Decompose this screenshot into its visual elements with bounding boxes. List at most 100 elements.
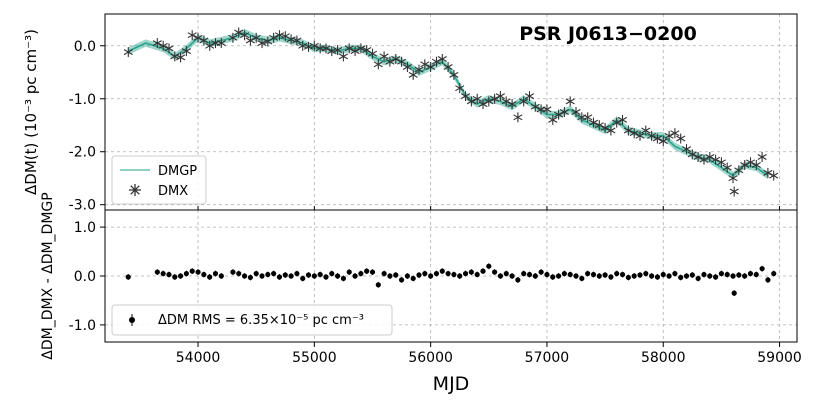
- dmx-markers: [123, 27, 779, 197]
- residual-marker: [701, 271, 707, 278]
- dmx-point: [478, 99, 488, 110]
- dmx-point: [729, 186, 739, 197]
- dmx-point-arm: [426, 64, 436, 70]
- dmx-point-arm: [490, 95, 500, 102]
- residual-point: [288, 273, 294, 279]
- residual-point: [619, 271, 626, 278]
- residual-point: [590, 271, 597, 278]
- dmx-point-arm: [600, 124, 610, 131]
- pulsar-title: PSR J0613−0200: [519, 23, 697, 45]
- residual-point: [212, 270, 219, 277]
- residual-marker: [241, 273, 248, 279]
- dmx-point: [716, 157, 726, 168]
- residual-point: [300, 275, 306, 282]
- residual-point: [218, 273, 224, 279]
- dmx-point: [705, 152, 715, 162]
- residual-point: [462, 270, 469, 277]
- dmx-point-arm: [362, 47, 372, 53]
- dmx-point-arm: [745, 159, 756, 166]
- dmx-point-arm: [286, 36, 296, 43]
- dmx-point: [594, 120, 604, 131]
- residual-marker: [271, 270, 277, 277]
- residual-point: [271, 270, 277, 277]
- residual-point: [596, 273, 602, 279]
- dmx-point-arm: [350, 48, 360, 55]
- top-y-tick-label: -2.0: [69, 145, 96, 161]
- dmx-point: [240, 30, 250, 41]
- residual-point: [515, 276, 521, 283]
- residual-point: [747, 270, 754, 277]
- residual-point: [701, 271, 707, 278]
- dmx-point-arm: [635, 132, 645, 139]
- dmx-point: [617, 114, 628, 125]
- dmx-point: [652, 133, 662, 144]
- dmx-point: [495, 91, 505, 102]
- residual-point: [521, 270, 527, 277]
- x-tick-label: 54000: [176, 350, 221, 366]
- residual-marker: [451, 271, 457, 278]
- residual-marker: [294, 270, 300, 277]
- residual-point: [585, 270, 591, 277]
- top-y-axis-label: ΔDM(t) (10⁻³ pc cm⁻³): [22, 29, 40, 195]
- residual-marker: [712, 274, 719, 280]
- dmx-point: [641, 125, 651, 136]
- residual-marker: [631, 273, 637, 279]
- dmx-point: [379, 51, 389, 62]
- residual-point: [340, 275, 347, 282]
- residual-point: [608, 274, 614, 280]
- residual-point: [247, 274, 253, 281]
- dmx-point: [612, 117, 622, 128]
- dmx-point-arm: [647, 132, 657, 139]
- dmx-point-arm: [176, 54, 186, 61]
- dmx-point-arm: [676, 135, 686, 142]
- residual-marker: [364, 268, 370, 274]
- dmx-point-arm: [397, 58, 407, 65]
- residual-marker: [433, 270, 440, 277]
- dmx-point-arm: [571, 109, 581, 115]
- dmx-point: [228, 32, 238, 43]
- residual-marker: [253, 270, 259, 277]
- bottom-legend: ΔDM RMS = 6.35×10⁻⁵ pc cm⁻³: [111, 304, 393, 336]
- residual-marker: [649, 273, 655, 279]
- dmx-point-arm: [373, 61, 383, 68]
- dmx-point-arm: [303, 43, 314, 50]
- residual-marker: [532, 273, 538, 279]
- residual-marker: [416, 272, 422, 278]
- dmx-point: [484, 96, 494, 107]
- dmx-point: [327, 46, 337, 57]
- dmx-point: [583, 112, 593, 123]
- dmx-point-arm: [559, 109, 569, 115]
- dmx-point: [251, 32, 261, 43]
- residual-marker: [428, 273, 434, 279]
- dmx-point-arm: [751, 162, 761, 168]
- residual-marker: [736, 272, 742, 278]
- dmx-point: [559, 107, 569, 117]
- dmx-point: [751, 160, 761, 170]
- dmx-point: [711, 154, 721, 165]
- residual-marker: [230, 269, 236, 275]
- residual-point: [189, 268, 195, 275]
- residual-marker: [375, 282, 381, 288]
- dmx-point-arm: [240, 32, 250, 39]
- residual-point: [253, 270, 259, 277]
- residual-point: [678, 274, 684, 281]
- dmx-point-arm: [501, 98, 511, 105]
- dmx-point-arm: [716, 159, 726, 166]
- x-ticks: 54000 55000 56000 57000 58000 59000: [176, 206, 802, 366]
- residual-point: [329, 270, 335, 277]
- residual-point: [631, 273, 637, 279]
- dmx-point: [460, 91, 471, 102]
- dmx-point-arm: [216, 40, 226, 47]
- residual-point: [718, 270, 725, 277]
- dmx-point: [501, 96, 511, 107]
- dmx-point: [274, 30, 285, 41]
- residual-point: [276, 274, 283, 280]
- dmx-point: [385, 56, 395, 67]
- residual-marker: [683, 273, 690, 279]
- residual-point: [753, 271, 759, 278]
- residual-point: [294, 270, 300, 277]
- dmx-point: [187, 30, 197, 41]
- residual-point: [480, 268, 486, 275]
- dmx-point: [123, 47, 133, 58]
- residual-marker: [212, 270, 219, 277]
